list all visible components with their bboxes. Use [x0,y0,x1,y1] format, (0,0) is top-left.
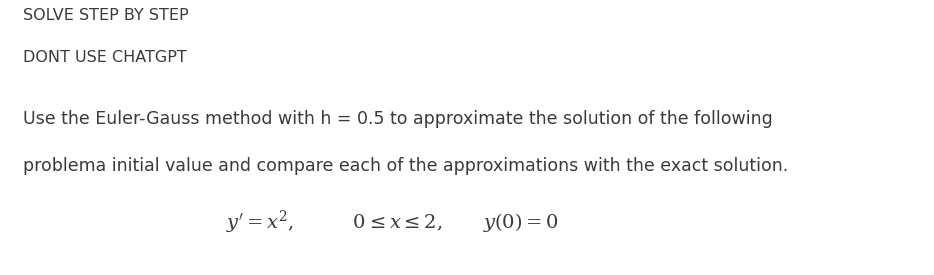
Text: DONT USE CHATGPT: DONT USE CHATGPT [23,50,187,65]
Text: Use the Euler-Gauss method with h = 0.5 to approximate the solution of the follo: Use the Euler-Gauss method with h = 0.5 … [23,110,773,128]
Text: SOLVE STEP BY STEP: SOLVE STEP BY STEP [23,8,189,23]
Text: problema initial value and compare each of the approximations with the exact sol: problema initial value and compare each … [23,157,788,175]
Text: $y' = x^2,$$\quad\quad\quad 0 \leq x \leq 2,$$\quad\quad y(0) = 0$: $y' = x^2,$$\quad\quad\quad 0 \leq x \le… [226,209,559,236]
